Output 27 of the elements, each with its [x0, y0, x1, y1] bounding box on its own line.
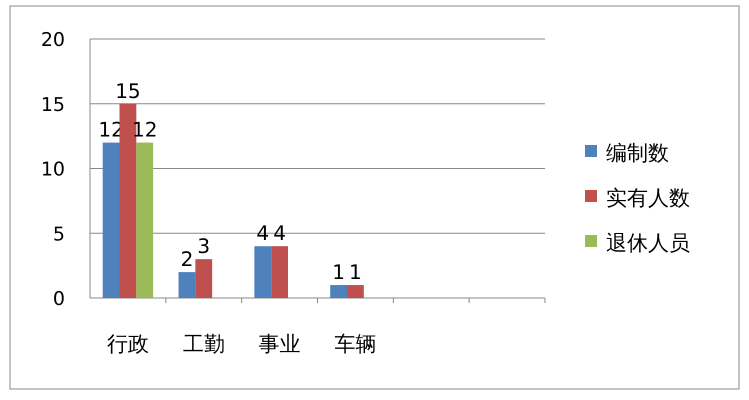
bar: [271, 246, 288, 298]
y-tick-label: 0: [52, 288, 65, 310]
legend-label: 实有人数: [606, 186, 690, 210]
y-tick-label: 15: [40, 94, 65, 116]
y-tick-label: 5: [52, 223, 65, 246]
x-tick-label: 工勤: [182, 332, 225, 356]
y-tick-label: 20: [40, 29, 65, 51]
bar: [136, 142, 154, 298]
x-tick-label: 事业: [258, 332, 301, 356]
data-label: 3: [197, 234, 210, 258]
data-label: 1: [349, 260, 362, 284]
data-label: 1: [332, 260, 345, 284]
bar: [347, 285, 364, 298]
y-tick-label: 10: [40, 158, 65, 180]
legend-label: 编制数: [606, 141, 669, 165]
bar: [330, 285, 348, 298]
data-label: 2: [180, 247, 194, 272]
legend-label: 退休人员: [606, 231, 690, 255]
bar: [195, 259, 212, 298]
data-label: 4: [256, 221, 270, 246]
bar: [178, 272, 196, 298]
data-label: 15: [115, 78, 141, 103]
x-tick-label: 行政: [106, 332, 149, 356]
data-label: 4: [273, 221, 286, 246]
bar: [254, 246, 272, 298]
x-tick-label: 车辆: [334, 332, 376, 356]
bar: [102, 142, 120, 298]
